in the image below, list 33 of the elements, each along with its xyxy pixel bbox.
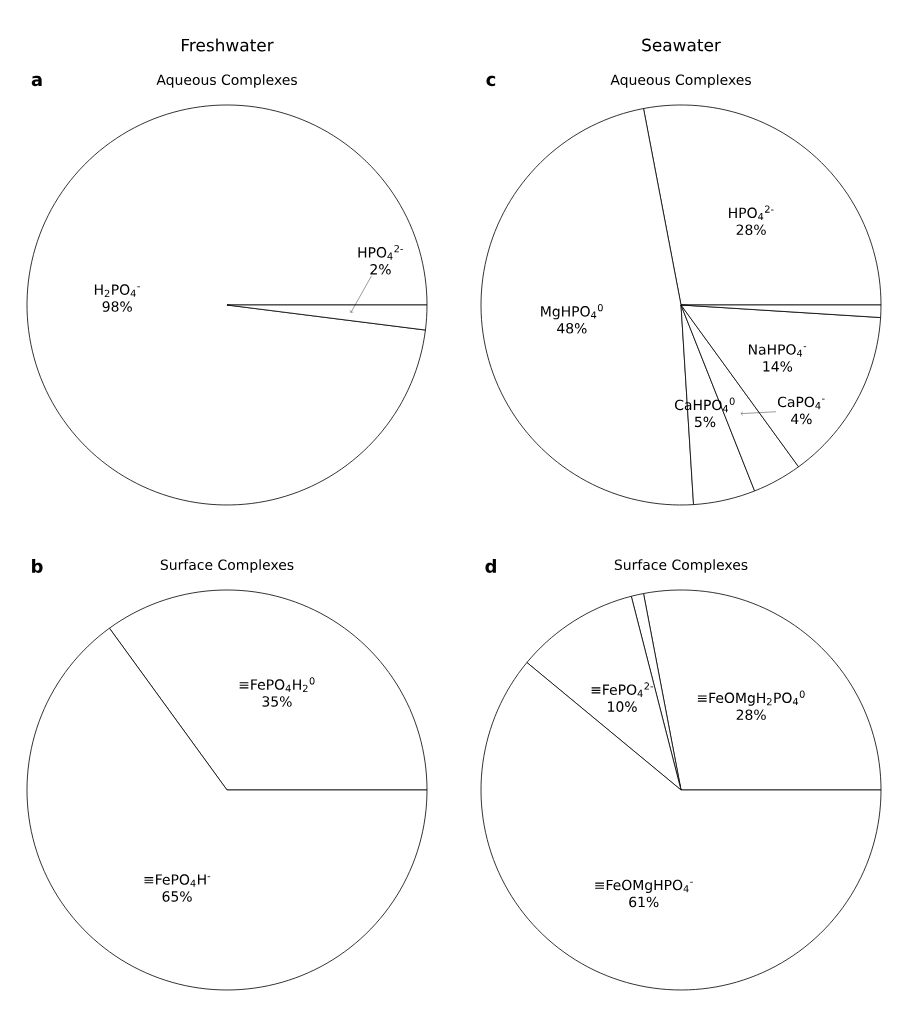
text: d	[485, 559, 496, 573]
text: b	[32, 559, 43, 573]
chart-subtitle: Aqueous Complexes	[610, 74, 751, 88]
chart-title: Freshwater	[181, 38, 274, 52]
slice-label: HPO$_{4}$2-	[358, 245, 403, 260]
slice-label: ≡FePO$_{4}$2-	[591, 682, 654, 697]
text: a	[31, 75, 42, 87]
data-label: 65%	[162, 891, 192, 902]
data-label: 28%	[736, 224, 766, 236]
slice-label: ≡FeOMgHPO$_{4}$-	[595, 879, 693, 893]
data-label: 5%	[695, 416, 716, 428]
data-label: 48%	[557, 323, 587, 334]
data-label: 35%	[262, 696, 292, 707]
slice-label: ≡FePO$_{4}$H$^{-}$	[144, 874, 211, 887]
data-label: 10%	[608, 701, 637, 712]
data-label: 98%	[102, 301, 132, 312]
chart-subtitle: Aqueous Complexes	[156, 74, 297, 88]
slice-label: H$_{2}$PO$_{4}$-	[94, 284, 140, 297]
data-label: 61%	[629, 896, 659, 908]
data-label: 28%	[736, 709, 766, 721]
slice-label: NaHPO$_{4}$-	[748, 344, 807, 357]
slice-label: ≡FeOMgH$_{2}$PO$_{4}$0	[697, 690, 805, 706]
text: c	[486, 75, 496, 87]
data-label: 14%	[763, 361, 793, 372]
chart-title: Seawater	[642, 38, 721, 52]
chart-title: Surface Complexes	[614, 559, 748, 573]
slice-label: HPO$_{4}$2-	[729, 205, 774, 221]
slice-label: CaPO$_{4}$-	[777, 396, 825, 410]
slice-label: ≡FePO$_{4}$H$_{2}$0	[239, 677, 315, 692]
data-label: 2%	[370, 264, 391, 275]
data-label: 4%	[791, 413, 812, 425]
chart-title: Surface Complexes	[160, 559, 294, 573]
slice-label: MgHPO$_{4}$0	[541, 303, 603, 320]
